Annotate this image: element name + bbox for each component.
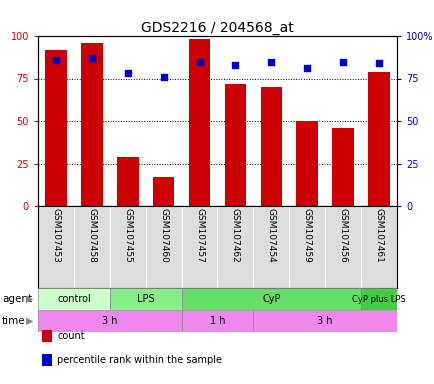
- Point: [231, 62, 238, 68]
- Bar: [260, 87, 282, 206]
- FancyBboxPatch shape: [289, 206, 325, 288]
- Bar: [360, 288, 396, 310]
- FancyBboxPatch shape: [74, 206, 109, 288]
- Bar: [38, 288, 109, 310]
- FancyBboxPatch shape: [109, 206, 145, 288]
- Text: LPS: LPS: [137, 294, 154, 304]
- Bar: [117, 157, 138, 206]
- Bar: [224, 84, 246, 206]
- FancyBboxPatch shape: [38, 206, 74, 288]
- Text: GSM107458: GSM107458: [87, 209, 96, 263]
- Text: time: time: [2, 316, 26, 326]
- Bar: [45, 50, 66, 206]
- Text: 1 h: 1 h: [209, 316, 225, 326]
- Bar: [253, 310, 396, 332]
- Text: 3 h: 3 h: [317, 316, 332, 326]
- Text: GSM107457: GSM107457: [194, 209, 204, 263]
- Point: [303, 65, 310, 71]
- Bar: [332, 128, 353, 206]
- Bar: [38, 310, 181, 332]
- Point: [196, 58, 203, 65]
- FancyBboxPatch shape: [360, 206, 396, 288]
- FancyBboxPatch shape: [145, 206, 181, 288]
- Title: GDS2216 / 204568_at: GDS2216 / 204568_at: [141, 21, 293, 35]
- Text: GSM107462: GSM107462: [230, 209, 240, 263]
- Text: agent: agent: [2, 294, 32, 304]
- Bar: [296, 121, 317, 206]
- Bar: [181, 288, 360, 310]
- Point: [160, 74, 167, 80]
- Point: [88, 55, 95, 61]
- Bar: [368, 72, 389, 206]
- Bar: [152, 177, 174, 206]
- Bar: [181, 310, 253, 332]
- Text: count: count: [57, 331, 85, 341]
- Point: [339, 58, 346, 65]
- Text: ▶: ▶: [26, 316, 33, 326]
- Text: GSM107460: GSM107460: [159, 209, 168, 263]
- Text: control: control: [57, 294, 91, 304]
- Text: 3 h: 3 h: [102, 316, 117, 326]
- Bar: [188, 40, 210, 206]
- FancyBboxPatch shape: [217, 206, 253, 288]
- Text: percentile rank within the sample: percentile rank within the sample: [57, 355, 222, 365]
- Point: [375, 60, 381, 66]
- Point: [53, 57, 59, 63]
- Point: [267, 58, 274, 65]
- Text: ▶: ▶: [26, 294, 33, 304]
- FancyBboxPatch shape: [181, 206, 217, 288]
- Text: GSM107453: GSM107453: [51, 209, 60, 263]
- Text: GSM107455: GSM107455: [123, 209, 132, 263]
- Text: GSM107461: GSM107461: [374, 209, 383, 263]
- FancyBboxPatch shape: [253, 206, 289, 288]
- Text: CyP plus LPS: CyP plus LPS: [352, 295, 405, 303]
- Point: [124, 70, 131, 76]
- Bar: [81, 43, 102, 206]
- Text: GSM107456: GSM107456: [338, 209, 347, 263]
- FancyBboxPatch shape: [325, 206, 360, 288]
- Text: GSM107454: GSM107454: [266, 209, 275, 263]
- Bar: [109, 288, 181, 310]
- Text: CyP: CyP: [262, 294, 280, 304]
- Text: GSM107459: GSM107459: [302, 209, 311, 263]
